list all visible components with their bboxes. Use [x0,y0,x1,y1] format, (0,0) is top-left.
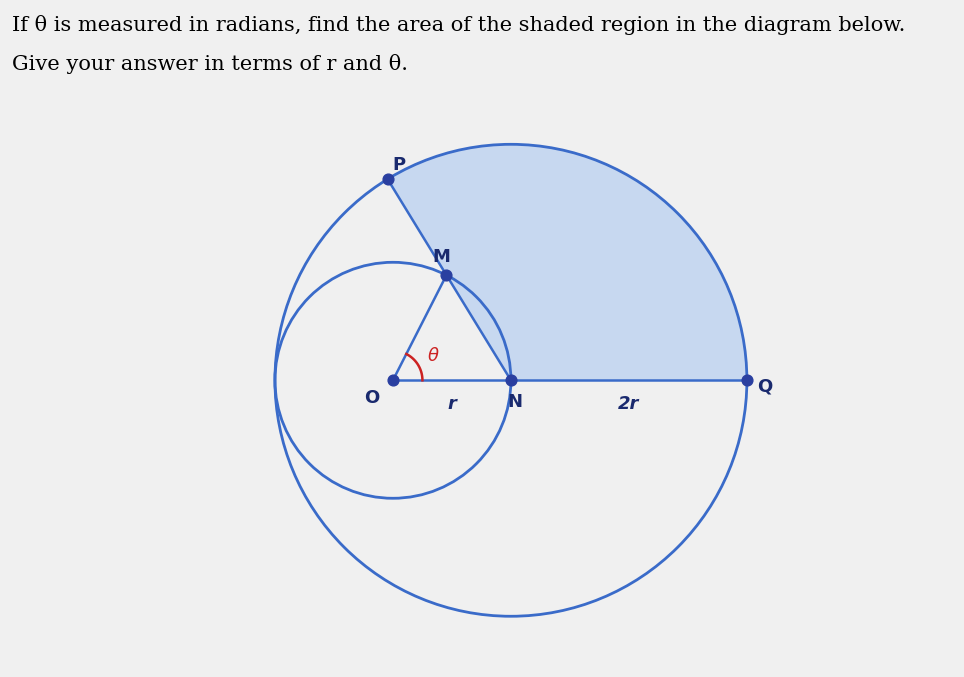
Text: r: r [447,395,456,413]
Text: P: P [392,156,406,174]
Polygon shape [388,144,747,380]
Text: O: O [364,389,379,407]
Point [439,269,454,280]
Point [380,174,395,185]
Text: N: N [507,393,522,410]
Text: $\theta$: $\theta$ [427,347,440,365]
Text: 2r: 2r [618,395,639,413]
Point [503,375,519,386]
Text: Give your answer in terms of r and θ.: Give your answer in terms of r and θ. [12,54,408,74]
Point [739,375,755,386]
Text: If θ is measured in radians, find the area of the shaded region in the diagram b: If θ is measured in radians, find the ar… [12,15,905,35]
Point [386,375,401,386]
Text: M: M [433,248,450,267]
Text: Q: Q [757,377,772,395]
